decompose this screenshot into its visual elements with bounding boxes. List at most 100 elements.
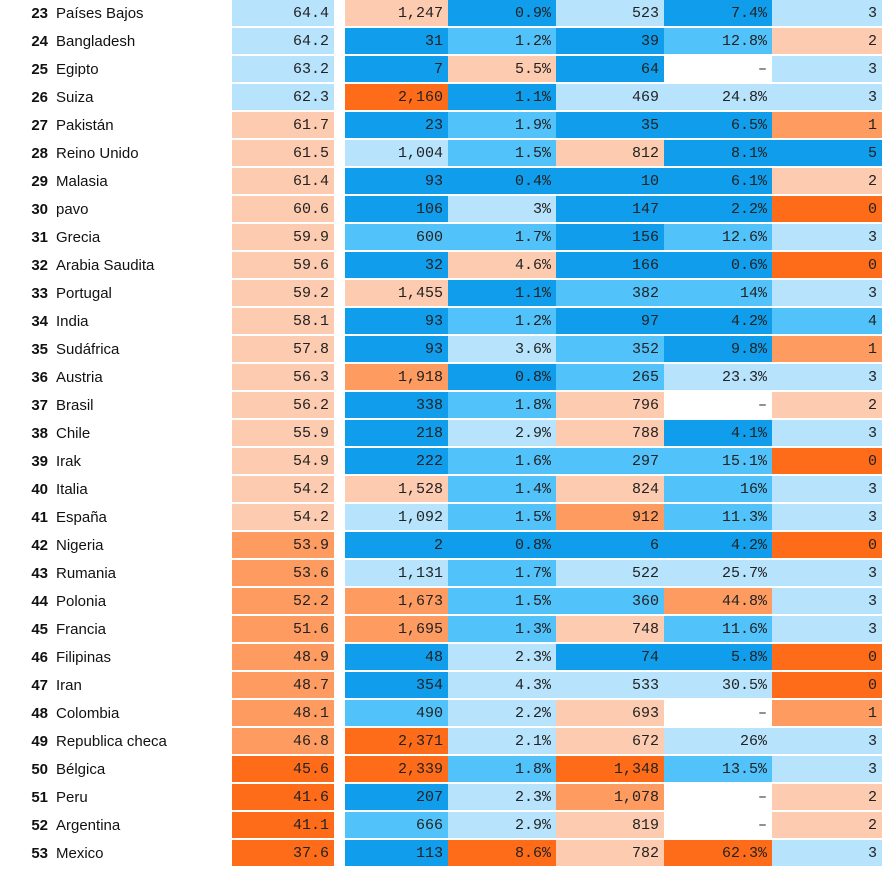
metric-5-cell: 4	[772, 308, 882, 336]
score-cell: 60.6	[232, 196, 334, 224]
metric-5-cell: 3	[772, 504, 882, 532]
table-row: 35 Sudáfrica 57.8 93 3.6% 352 9.8% 1	[0, 336, 882, 364]
country-cell: Austria	[56, 369, 103, 386]
metric-2-cell: 3.6%	[448, 336, 556, 364]
metric-2-cell: 1.8%	[448, 756, 556, 784]
rank-cell: 42	[31, 537, 48, 554]
metric-5-cell: 3	[772, 0, 882, 28]
country-cell: Pakistán	[56, 117, 114, 134]
metric-2-cell: 1.5%	[448, 504, 556, 532]
table-row: 43 Rumania 53.6 1,131 1.7% 522 25.7% 3	[0, 560, 882, 588]
rank-cell: 47	[31, 677, 48, 694]
metric-4-cell: –	[664, 700, 772, 728]
table-row: 32 Arabia Saudita 59.6 32 4.6% 166 0.6% …	[0, 252, 882, 280]
metric-3-cell: 812	[556, 140, 664, 168]
country-cell: Brasil	[56, 397, 94, 414]
metric-1-cell: 31	[345, 28, 448, 56]
metric-1-cell: 32	[345, 252, 448, 280]
metric-1-cell: 354	[345, 672, 448, 700]
metric-1-cell: 1,918	[345, 364, 448, 392]
score-cell: 48.7	[232, 672, 334, 700]
metric-3-cell: 6	[556, 532, 664, 560]
score-cell: 53.6	[232, 560, 334, 588]
rank-cell: 34	[31, 313, 48, 330]
metric-3-cell: 64	[556, 56, 664, 84]
metric-1-cell: 106	[345, 196, 448, 224]
metric-1-cell: 23	[345, 112, 448, 140]
metric-4-cell: 62.3%	[664, 840, 772, 868]
score-cell: 48.1	[232, 700, 334, 728]
metric-1-cell: 2,371	[345, 728, 448, 756]
metric-5-cell: 0	[772, 644, 882, 672]
metric-1-cell: 1,455	[345, 280, 448, 308]
metric-3-cell: 819	[556, 812, 664, 840]
metric-3-cell: 782	[556, 840, 664, 868]
score-cell: 58.1	[232, 308, 334, 336]
metric-4-cell: 6.5%	[664, 112, 772, 140]
metric-5-cell: 3	[772, 756, 882, 784]
metric-4-cell: 23.3%	[664, 364, 772, 392]
metric-5-cell: 0	[772, 532, 882, 560]
metric-2-cell: 0.4%	[448, 168, 556, 196]
country-cell: India	[56, 313, 89, 330]
table-row: 31 Grecia 59.9 600 1.7% 156 12.6% 3	[0, 224, 882, 252]
rank-cell: 37	[31, 397, 48, 414]
country-cell: Reino Unido	[56, 145, 139, 162]
rank-cell: 35	[31, 341, 48, 358]
metric-5-cell: 3	[772, 420, 882, 448]
metric-1-cell: 600	[345, 224, 448, 252]
rank-cell: 36	[31, 369, 48, 386]
metric-3-cell: 1,348	[556, 756, 664, 784]
rank-cell: 48	[31, 705, 48, 722]
metric-4-cell: 44.8%	[664, 588, 772, 616]
table-row: 47 Iran 48.7 354 4.3% 533 30.5% 0	[0, 672, 882, 700]
score-cell: 54.2	[232, 476, 334, 504]
metric-3-cell: 166	[556, 252, 664, 280]
metric-1-cell: 1,247	[345, 0, 448, 28]
rank-cell: 23	[31, 5, 48, 22]
country-cell: Polonia	[56, 593, 107, 610]
country-cell: pavo	[56, 201, 89, 218]
metric-5-cell: 2	[772, 392, 882, 420]
metric-4-cell: –	[664, 392, 772, 420]
metric-3-cell: 156	[556, 224, 664, 252]
metric-5-cell: 0	[772, 448, 882, 476]
score-cell: 63.2	[232, 56, 334, 84]
country-cell: Francia	[56, 621, 107, 638]
country-cell: Bangladesh	[56, 33, 136, 50]
metric-5-cell: 1	[772, 336, 882, 364]
table-row: 26 Suiza 62.3 2,160 1.1% 469 24.8% 3	[0, 84, 882, 112]
rank-cell: 43	[31, 565, 48, 582]
metric-2-cell: 2.3%	[448, 644, 556, 672]
country-cell: España	[56, 509, 107, 526]
metric-1-cell: 7	[345, 56, 448, 84]
metric-1-cell: 338	[345, 392, 448, 420]
metric-2-cell: 0.9%	[448, 0, 556, 28]
metric-2-cell: 1.7%	[448, 224, 556, 252]
rank-cell: 26	[31, 89, 48, 106]
metric-3-cell: 297	[556, 448, 664, 476]
table-row: 41 España 54.2 1,092 1.5% 912 11.3% 3	[0, 504, 882, 532]
rank-cell: 49	[31, 733, 48, 750]
table-row: 45 Francia 51.6 1,695 1.3% 748 11.6% 3	[0, 616, 882, 644]
table-row: 23 Países Bajos 64.4 1,247 0.9% 523 7.4%…	[0, 0, 882, 28]
metric-2-cell: 3%	[448, 196, 556, 224]
metric-1-cell: 2,339	[345, 756, 448, 784]
table-row: 27 Pakistán 61.7 23 1.9% 35 6.5% 1	[0, 112, 882, 140]
table-row: 30 pavo 60.6 106 3% 147 2.2% 0	[0, 196, 882, 224]
metric-1-cell: 218	[345, 420, 448, 448]
metric-4-cell: –	[664, 56, 772, 84]
country-cell: Colombia	[56, 705, 120, 722]
table-row: 36 Austria 56.3 1,918 0.8% 265 23.3% 3	[0, 364, 882, 392]
metric-2-cell: 1.9%	[448, 112, 556, 140]
rank-cell: 29	[31, 173, 48, 190]
score-cell: 62.3	[232, 84, 334, 112]
metric-5-cell: 2	[772, 168, 882, 196]
metric-4-cell: 14%	[664, 280, 772, 308]
metric-1-cell: 490	[345, 700, 448, 728]
table-row: 40 Italia 54.2 1,528 1.4% 824 16% 3	[0, 476, 882, 504]
table-row: 50 Bélgica 45.6 2,339 1.8% 1,348 13.5% 3	[0, 756, 882, 784]
country-cell: Bélgica	[56, 761, 106, 778]
table-row: 34 India 58.1 93 1.2% 97 4.2% 4	[0, 308, 882, 336]
rank-cell: 39	[31, 453, 48, 470]
